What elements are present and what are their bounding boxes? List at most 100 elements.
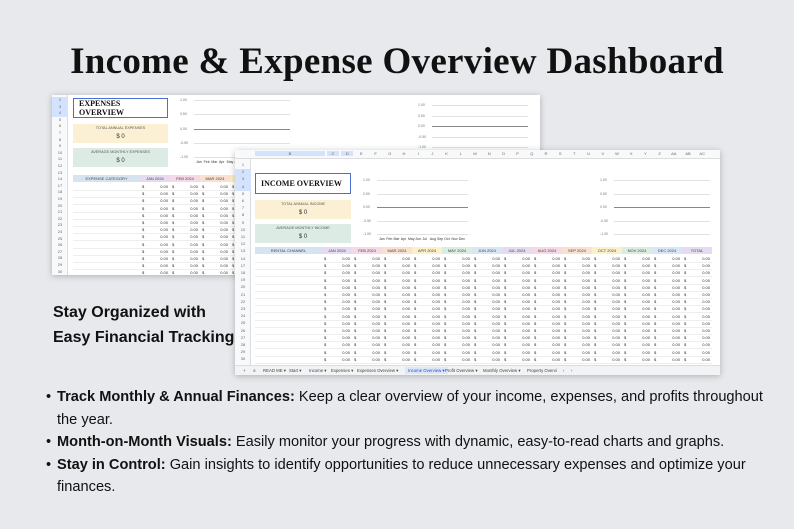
cell-currency[interactable]: $ xyxy=(534,356,537,362)
expenses-chart-2[interactable]: 1.00 0.50 0.00 -0.50 -1.00 xyxy=(418,103,528,155)
cell-currency[interactable]: $ xyxy=(504,277,507,283)
row-number[interactable]: 18 xyxy=(240,270,246,275)
cell-value[interactable]: 0.00 xyxy=(372,328,380,333)
cell-currency[interactable]: $ xyxy=(654,292,657,297)
cell-value[interactable]: 0.00 xyxy=(402,313,410,319)
cell-currency[interactable]: $ xyxy=(594,256,597,261)
column-header[interactable]: W xyxy=(615,151,619,156)
cell-value[interactable]: 0.00 xyxy=(582,356,590,362)
table-header[interactable]: APR 2024 xyxy=(412,247,442,254)
cell-value[interactable]: 0.00 xyxy=(612,306,620,312)
row-number[interactable]: 23 xyxy=(240,306,246,311)
cell-value[interactable]: 0.00 xyxy=(612,270,620,276)
cell-value[interactable]: 0.00 xyxy=(160,256,168,261)
row-number[interactable]: 22 xyxy=(57,215,63,221)
cell-value[interactable]: 0.00 xyxy=(552,270,560,276)
column-header[interactable]: C xyxy=(327,151,339,156)
cell-value[interactable]: 0.00 xyxy=(492,284,500,290)
cell-currency[interactable]: $ xyxy=(414,349,417,355)
cell-value[interactable]: 0.00 xyxy=(220,220,228,225)
cell-value[interactable]: 0.00 xyxy=(582,328,590,333)
cell-value[interactable]: 0.00 xyxy=(432,328,440,333)
cell-currency[interactable]: $ xyxy=(202,241,205,247)
cell-currency[interactable]: $ xyxy=(142,220,145,225)
cell-currency[interactable]: $ xyxy=(444,284,447,290)
cell-currency[interactable]: $ xyxy=(414,320,417,326)
cell-currency[interactable]: $ xyxy=(444,349,447,355)
cell-currency[interactable]: $ xyxy=(142,248,145,254)
cell-currency[interactable]: $ xyxy=(594,306,597,312)
cell-currency[interactable]: $ xyxy=(324,256,327,261)
cell-value[interactable]: 0.00 xyxy=(190,270,198,275)
cell-value[interactable]: 0.00 xyxy=(642,328,650,333)
cell-value[interactable]: 0.00 xyxy=(402,349,410,355)
row-number[interactable]: 7 xyxy=(241,205,245,211)
cell-currency[interactable]: $ xyxy=(324,299,327,305)
row-number[interactable]: 14 xyxy=(57,176,63,182)
column-header[interactable]: E xyxy=(360,151,363,156)
cell-currency[interactable]: $ xyxy=(202,191,205,197)
cell-value[interactable]: 0.00 xyxy=(522,306,530,312)
sheet-tab[interactable]: › xyxy=(571,368,573,373)
cell-value[interactable]: 0.00 xyxy=(342,342,350,348)
cell-value[interactable]: 0.00 xyxy=(612,313,620,319)
cell-value[interactable]: 0.00 xyxy=(342,284,350,290)
cell-currency[interactable]: $ xyxy=(684,277,687,283)
cell-value[interactable]: 0.00 xyxy=(642,342,650,348)
cell-value[interactable]: 0.00 xyxy=(642,284,650,290)
cell-value[interactable]: 0.00 xyxy=(402,335,410,341)
cell-value[interactable]: 0.00 xyxy=(582,313,590,319)
cell-currency[interactable]: $ xyxy=(414,277,417,283)
cell-currency[interactable]: $ xyxy=(534,328,537,333)
cell-value[interactable]: 0.00 xyxy=(702,306,710,312)
row-number[interactable]: 27 xyxy=(57,248,63,254)
cell-value[interactable]: 0.00 xyxy=(220,241,228,247)
cell-value[interactable]: 0.00 xyxy=(220,270,228,275)
column-header[interactable]: O xyxy=(501,151,505,156)
cell-currency[interactable]: $ xyxy=(594,284,597,290)
cell-currency[interactable]: $ xyxy=(172,191,175,197)
cell-value[interactable]: 0.00 xyxy=(522,277,530,283)
cell-value[interactable]: 0.00 xyxy=(522,320,530,326)
column-header[interactable]: Q xyxy=(530,151,534,156)
cell-currency[interactable]: $ xyxy=(654,328,657,333)
cell-value[interactable]: 0.00 xyxy=(190,198,198,204)
cell-value[interactable]: 0.00 xyxy=(552,284,560,290)
row-number[interactable]: 13 xyxy=(240,248,246,254)
cell-value[interactable]: 0.00 xyxy=(342,263,350,269)
cell-currency[interactable]: $ xyxy=(232,270,235,275)
cell-value[interactable]: 0.00 xyxy=(372,313,380,319)
row-number[interactable]: 8 xyxy=(58,136,62,142)
cell-currency[interactable]: $ xyxy=(232,184,235,189)
cell-value[interactable]: 0.00 xyxy=(642,299,650,305)
cell-value[interactable]: 0.00 xyxy=(702,356,710,362)
cell-currency[interactable]: $ xyxy=(142,212,145,218)
cell-value[interactable]: 0.00 xyxy=(372,256,380,261)
cell-currency[interactable]: $ xyxy=(624,335,627,341)
cell-currency[interactable]: $ xyxy=(202,270,205,275)
cell-value[interactable]: 0.00 xyxy=(160,241,168,247)
column-header[interactable]: J xyxy=(431,151,434,156)
cell-value[interactable]: 0.00 xyxy=(372,270,380,276)
cell-value[interactable]: 0.00 xyxy=(552,263,560,269)
cell-currency[interactable]: $ xyxy=(654,320,657,326)
sheet-tab[interactable]: + xyxy=(243,368,246,373)
cell-currency[interactable]: $ xyxy=(474,342,477,348)
row-number[interactable]: 28 xyxy=(57,255,63,261)
cell-value[interactable]: 0.00 xyxy=(432,270,440,276)
cell-currency[interactable]: $ xyxy=(414,299,417,305)
cell-currency[interactable]: $ xyxy=(594,313,597,319)
column-header[interactable]: L xyxy=(459,151,462,156)
cell-value[interactable]: 0.00 xyxy=(672,313,680,319)
cell-currency[interactable]: $ xyxy=(474,349,477,355)
table-header[interactable]: JUN 2024 xyxy=(472,247,502,254)
cell-value[interactable]: 0.00 xyxy=(672,320,680,326)
cell-currency[interactable]: $ xyxy=(624,349,627,355)
cell-currency[interactable]: $ xyxy=(232,234,235,240)
row-number[interactable]: 7 xyxy=(58,130,62,135)
cell-currency[interactable]: $ xyxy=(444,356,447,362)
cell-value[interactable]: 0.00 xyxy=(492,313,500,319)
cell-currency[interactable]: $ xyxy=(142,198,145,204)
cell-currency[interactable]: $ xyxy=(324,306,327,312)
row-number[interactable]: 24 xyxy=(240,313,246,319)
